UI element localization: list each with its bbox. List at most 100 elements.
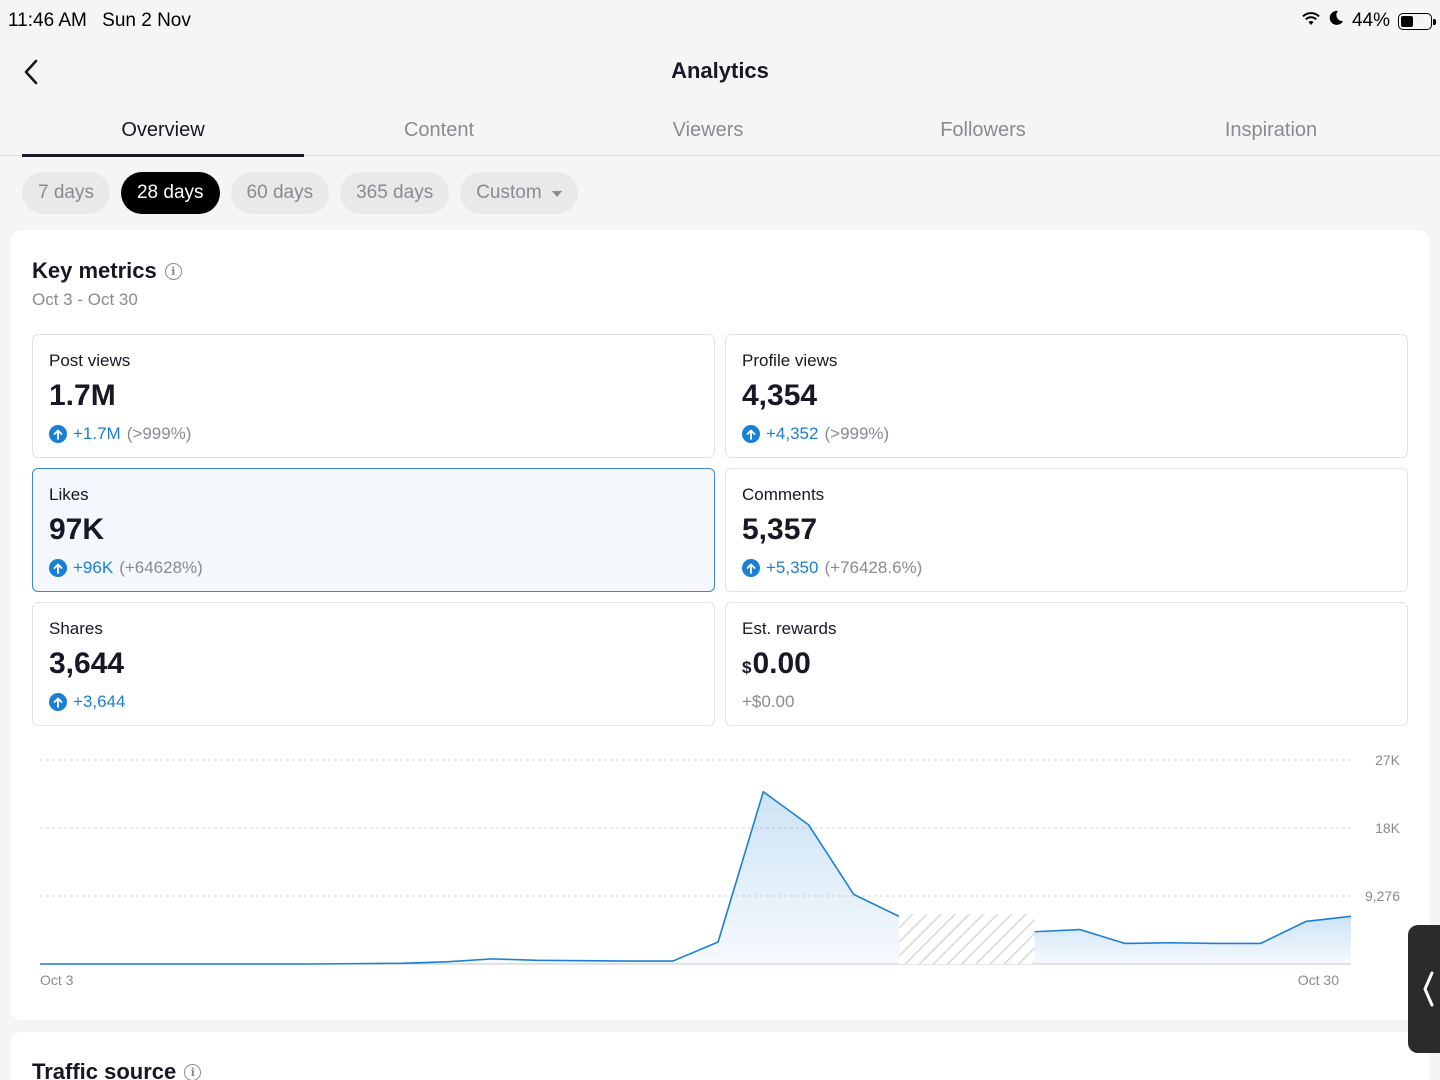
chip-label: 60 days xyxy=(246,182,314,203)
metric-post-views[interactable]: Post views 1.7M +1.7M (>999%) xyxy=(32,334,715,458)
metric-label: Post views xyxy=(49,351,131,370)
x-tick-label: Oct 3 xyxy=(40,972,74,988)
period-selector: 7 days 28 days 60 days 365 days Custom xyxy=(22,172,578,214)
metric-value: 1.7M xyxy=(49,379,698,415)
tab-bar: Overview Content Viewers Followers Inspi… xyxy=(0,104,1440,157)
arrow-up-icon xyxy=(49,693,67,711)
status-bar: 11:46 AM Sun 2 Nov 44% xyxy=(0,0,1440,44)
chip-label: Custom xyxy=(476,182,542,203)
status-time: 11:46 AM xyxy=(8,10,87,31)
metric-value-text: 97K xyxy=(49,513,105,546)
chart-grid xyxy=(40,759,1351,965)
metric-comments[interactable]: Comments 5,357 +5,350 (+76428.6%) xyxy=(725,468,1408,592)
tab-followers[interactable]: Followers xyxy=(940,118,1026,141)
metric-delta: +96K (+64628%) xyxy=(49,558,698,578)
likes-chart[interactable]: 27K 18K 9,276 Oct 3 Oct 30 xyxy=(11,740,1429,1010)
traffic-source-card: Traffic source i xyxy=(11,1032,1429,1080)
tab-content[interactable]: Content xyxy=(403,118,475,141)
period-60-days[interactable]: 60 days xyxy=(230,172,330,214)
battery-percent: 44% xyxy=(1351,10,1390,31)
y-tick-label: 9,276 xyxy=(1365,888,1400,904)
area-fill xyxy=(1034,916,1351,964)
period-7-days[interactable]: 7 days xyxy=(22,172,110,214)
status-time-date: 11:46 AM Sun 2 Nov xyxy=(8,10,201,32)
metric-delta-value: +$0.00 xyxy=(742,692,795,711)
metric-label: Likes xyxy=(49,485,89,504)
y-tick-label: 18K xyxy=(1375,820,1401,836)
metric-delta-percent: (>999%) xyxy=(824,424,890,443)
metric-label: Shares xyxy=(49,619,103,638)
info-icon[interactable]: i xyxy=(164,262,182,280)
arrow-up-icon xyxy=(49,425,67,443)
status-icons: 44% xyxy=(1302,10,1436,32)
chip-label: 28 days xyxy=(136,182,204,203)
chevron-left-icon xyxy=(24,59,38,85)
moon-icon xyxy=(1328,10,1344,32)
date-range: Oct 3 - Oct 30 xyxy=(32,290,138,309)
metric-delta-value: +3,644 xyxy=(73,692,126,711)
battery-icon xyxy=(1398,12,1436,30)
y-tick-label: 27K xyxy=(1375,752,1401,768)
page-title: Analytics xyxy=(671,58,769,83)
side-panel-handle[interactable] xyxy=(1408,925,1440,1053)
metric-delta: +1.7M (>999%) xyxy=(49,424,698,444)
period-28-days[interactable]: 28 days xyxy=(120,172,220,214)
metric-delta-percent: (+76428.6%) xyxy=(824,558,923,577)
tab-overview[interactable]: Overview xyxy=(22,104,304,157)
metric-delta-percent: (+64628%) xyxy=(119,558,203,577)
series-line xyxy=(40,790,900,965)
metric-value: 97K xyxy=(49,513,698,549)
metric-value: 4,354 xyxy=(742,379,1391,415)
arrow-up-icon xyxy=(742,559,760,577)
metric-delta-value: +4,352 xyxy=(766,424,819,443)
metric-value-text: 5,357 xyxy=(742,513,818,546)
key-metrics-card: Key metrics i Oct 3 - Oct 30 Post views … xyxy=(11,230,1429,1020)
metric-delta: +3,644 xyxy=(49,692,698,712)
metric-value: 3,644 xyxy=(49,647,698,683)
metric-value-text: 4,354 xyxy=(742,379,818,412)
currency-symbol: $ xyxy=(742,658,752,677)
x-tick-label: Oct 30 xyxy=(1298,972,1339,988)
metric-value: $0.00 xyxy=(742,647,1391,683)
chip-label: 365 days xyxy=(356,182,434,203)
status-date: Sun 2 Nov xyxy=(102,10,191,31)
chart-svg: 27K 18K 9,276 Oct 3 Oct 30 xyxy=(40,752,1401,988)
metric-delta-percent: (>999%) xyxy=(126,424,192,443)
metric-label: Comments xyxy=(742,485,825,504)
metric-delta: +$0.00 xyxy=(742,692,1391,712)
arrow-up-icon xyxy=(49,559,67,577)
metric-delta: +4,352 (>999%) xyxy=(742,424,1391,444)
metric-delta-value: +1.7M xyxy=(73,424,121,443)
metric-profile-views[interactable]: Profile views 4,354 +4,352 (>999%) xyxy=(725,334,1408,458)
series-line xyxy=(1034,915,1352,945)
chevron-left-icon xyxy=(1423,971,1434,1007)
period-custom-dropdown[interactable]: Custom xyxy=(460,172,578,214)
chart-area xyxy=(40,790,1352,965)
key-metrics-heading: Key metrics i xyxy=(32,258,182,284)
period-365-days[interactable]: 365 days xyxy=(340,172,450,214)
back-button[interactable] xyxy=(14,55,48,89)
traffic-source-title: Traffic source xyxy=(32,1059,177,1080)
metric-likes[interactable]: Likes 97K +96K (+64628%) xyxy=(32,468,715,592)
area-fill xyxy=(40,791,899,964)
info-icon[interactable]: i xyxy=(184,1063,202,1080)
metric-est-rewards[interactable]: Est. rewards $0.00 +$0.00 xyxy=(725,602,1408,726)
tab-inspiration[interactable]: Inspiration xyxy=(1224,118,1318,141)
metric-label: Profile views xyxy=(742,351,838,370)
metric-value-text: 1.7M xyxy=(49,379,116,412)
arrow-up-icon xyxy=(742,425,760,443)
metric-label: Est. rewards xyxy=(742,619,837,638)
metric-delta-value: +96K xyxy=(73,558,114,577)
metric-value: 5,357 xyxy=(742,513,1391,549)
chip-label: 7 days xyxy=(38,182,94,203)
wifi-icon xyxy=(1302,10,1320,32)
metric-delta: +5,350 (+76428.6%) xyxy=(742,558,1391,578)
metric-shares[interactable]: Shares 3,644 +3,644 xyxy=(32,602,715,726)
tab-viewers[interactable]: Viewers xyxy=(672,118,744,141)
key-metrics-title: Key metrics xyxy=(32,258,157,283)
traffic-source-heading: Traffic source i xyxy=(32,1059,202,1080)
chart-labels: 27K 18K 9,276 Oct 3 Oct 30 xyxy=(40,752,1401,988)
metric-value-text: 3,644 xyxy=(49,647,125,680)
metric-value-text: 0.00 xyxy=(752,647,811,680)
missing-data-block xyxy=(898,914,1035,964)
